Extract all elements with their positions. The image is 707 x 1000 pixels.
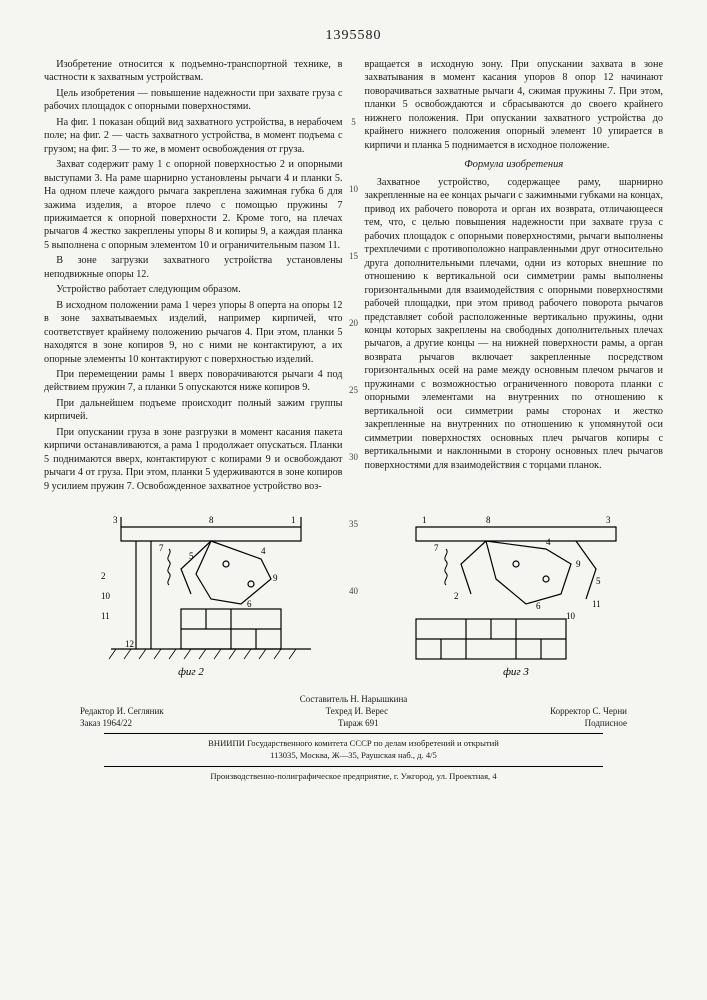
footer-tirazh: Тираж 691: [338, 717, 379, 729]
figure-caption: фиг 3: [503, 666, 529, 678]
fig-label-num: 7: [159, 543, 164, 553]
footer-org: ВНИИПИ Государственного комитета СССР по…: [44, 738, 663, 761]
text-columns: 5 10 15 20 25 30 35 40 Изобретение относ…: [44, 58, 663, 495]
gutter-num: 35: [349, 519, 358, 529]
fig-label-num: 10: [566, 611, 576, 621]
left-column: Изобретение относится к подъемно-транспо…: [44, 58, 343, 495]
fig-label-num: 8: [209, 515, 214, 525]
figure-2: 1 3 8 4 7 9 5 6 10 11 2 12 фиг 2: [61, 509, 321, 679]
footer-tech-editor: Техред И. Верес: [326, 705, 388, 717]
fig-label-num: 12: [125, 639, 134, 649]
footer-credits-row: Редактор И. Сегляник Техред И. Верес Кор…: [44, 705, 663, 717]
figure-caption: фиг 2: [178, 666, 204, 678]
gutter-num: 40: [349, 586, 358, 596]
footer-order: Заказ 1964/22: [80, 717, 132, 729]
fig-label-num: 5: [596, 576, 601, 586]
fig-label-num: 6: [247, 599, 252, 609]
figure-3: 1 3 4 8 9 5 11 7 2 6 10 фиг 3: [386, 509, 646, 679]
fig-label-num: 1: [291, 515, 296, 525]
gutter-num: 20: [349, 318, 358, 328]
footer-subscription: Подписное: [585, 717, 627, 729]
fig-label-num: 4: [261, 546, 266, 556]
footer-org1-addr: 113035, Москва, Ж—35, Раушская наб., д. …: [44, 750, 663, 762]
footer-corrector: Корректор С. Черни: [550, 705, 627, 717]
page: 1395580 5 10 15 20 25 30 35 40 Изобретен…: [0, 0, 707, 1000]
fig-label-num: 7: [434, 543, 439, 553]
footer-editor: Редактор И. Сегляник: [80, 705, 164, 717]
fig-label-num: 1: [422, 515, 427, 525]
fig-label-num: 3: [606, 515, 611, 525]
footer-org2: Производственно-полиграфическое предприя…: [44, 771, 663, 783]
footer-order-row: Заказ 1964/22 Тираж 691 Подписное: [44, 717, 663, 729]
paragraph: Захват содержит раму 1 с опорной поверхн…: [44, 158, 343, 252]
fig-label-num: 11: [101, 611, 110, 621]
paragraph: Захватное устройство, содержащее раму, ш…: [365, 176, 664, 472]
paragraph: При перемещении рамы 1 вверх поворачиваю…: [44, 368, 343, 395]
paragraph: При дальнейшем подъеме происходит полный…: [44, 397, 343, 424]
paragraph: Устройство работает следующим образом.: [44, 283, 343, 296]
gutter-num: 5: [351, 117, 356, 127]
formula-heading: Формула изобретения: [365, 158, 664, 172]
footer-divider: [104, 766, 603, 767]
gutter-num: 15: [349, 251, 358, 261]
fig-label-num: 2: [101, 571, 106, 581]
fig-label-num: 8: [486, 515, 491, 525]
fig-label-num: 4: [546, 537, 551, 547]
paragraph: Изобретение относится к подъемно-транспо…: [44, 58, 343, 85]
paragraph: вращается в исходную зону. При опускании…: [365, 58, 664, 152]
paragraph: На фиг. 1 показан общий вид захватного у…: [44, 116, 343, 156]
paragraph: При опускании груза в зоне разгрузки в м…: [44, 426, 343, 493]
fig-label-num: 2: [454, 591, 459, 601]
fig-label-num: 9: [576, 559, 581, 569]
fig-label-num: 3: [113, 515, 118, 525]
fig-label-num: 6: [536, 601, 541, 611]
fig-label-num: 10: [101, 591, 111, 601]
patent-number: 1395580: [44, 28, 663, 44]
footer: Составитель Н. Нарышкина Редактор И. Сег…: [44, 693, 663, 782]
fig-label-num: 11: [592, 599, 601, 609]
gutter-num: 25: [349, 385, 358, 395]
paragraph: Цель изобретения — повышение надежности …: [44, 87, 343, 114]
fig-label-num: 5: [189, 551, 194, 561]
footer-compiler: Составитель Н. Нарышкина: [44, 693, 663, 705]
paragraph: В исходном положении рама 1 через упоры …: [44, 299, 343, 366]
footer-divider: [104, 733, 603, 734]
fig-label-num: 9: [273, 573, 278, 583]
footer-org1: ВНИИПИ Государственного комитета СССР по…: [44, 738, 663, 750]
right-column: вращается в исходную зону. При опускании…: [365, 58, 664, 495]
gutter-num: 30: [349, 452, 358, 462]
paragraph: В зоне загрузки захватного устройства ус…: [44, 254, 343, 281]
gutter-num: 10: [349, 184, 358, 194]
